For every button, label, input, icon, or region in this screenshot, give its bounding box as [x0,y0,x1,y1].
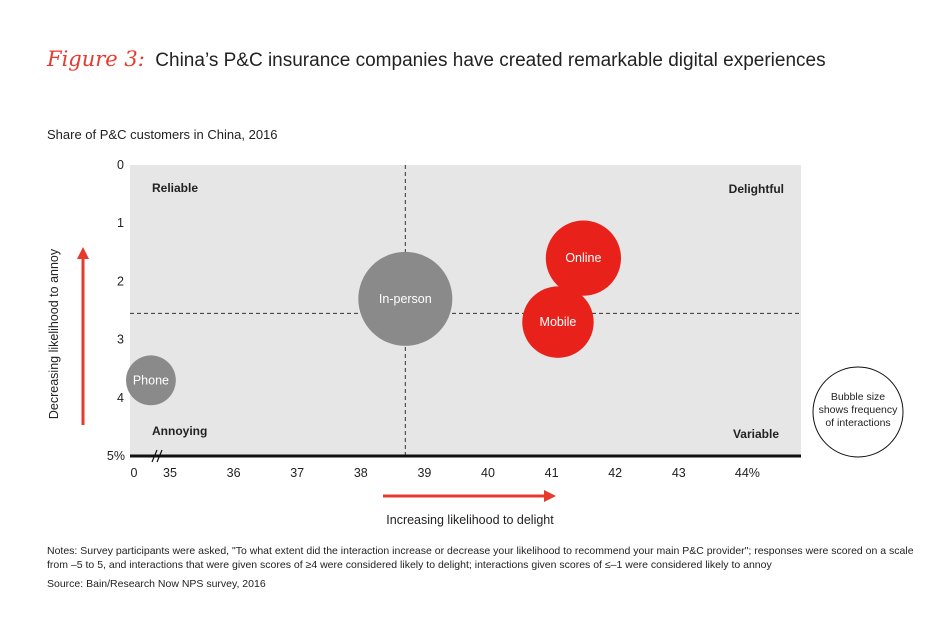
bubble-label-online: Online [565,251,601,265]
x-tick-label: 0 [131,466,138,480]
bubble-label-mobile: Mobile [540,315,577,329]
x-tick-label: 36 [227,466,241,480]
chart-subtitle: Share of P&C customers in China, 2016 [47,127,278,142]
x-tick-label: 37 [290,466,304,480]
bubble-chart: Reliable Delightful Annoying Variable Phone… [47,158,904,527]
bubble-online [545,220,622,296]
quadrant-label-delightful: Delightful [729,182,784,196]
y-tick-label: 5% [107,449,125,463]
chart-source: Source: Bain/Research Now NPS survey, 20… [47,578,266,590]
x-axis-arrowhead [544,490,556,502]
y-tick-label: 0 [117,158,124,172]
x-tick-label: 43 [672,466,686,480]
page-title: China’s P&C insurance companies have cre… [155,50,826,71]
title-block: Figure 3: China’s P&C insurance companie… [47,47,826,72]
x-axis-break-mark [151,449,158,463]
y-tick-label: 4 [117,391,124,405]
legend-note-circle [812,366,904,458]
x-axis-break-mark [156,449,163,463]
x-tick-label: 42 [608,466,622,480]
figure-label: Figure 3: [47,47,145,71]
bubble-label-phone: Phone [133,373,169,387]
y-tick-label: 1 [117,216,124,230]
quadrant-label-annoying: Annoying [152,424,207,438]
x-tick-label: 40 [481,466,495,480]
x-tick-label: 35 [163,466,177,480]
x-tick-label: 44% [735,466,760,480]
y-tick-label: 2 [117,274,124,288]
y-axis-title: Decreasing likelihood to annoy [47,248,61,419]
x-tick-label: 41 [545,466,559,480]
quadrant-label-variable: Variable [733,427,779,441]
quadrant-label-reliable: Reliable [152,181,198,195]
y-tick-label: 3 [117,333,124,347]
bubble-in-person [358,251,453,346]
x-tick-label: 39 [417,466,431,480]
y-axis-arrowhead [77,247,89,259]
bubble-phone [126,355,176,406]
bubble-mobile [522,286,594,358]
x-tick-label: 38 [354,466,368,480]
legend-note-text: Bubble size shows frequency of interaction… [819,391,899,429]
x-axis-title: Increasing likelihood to delight [386,513,554,527]
chart-notes: Notes: Survey participants were asked, "… [47,545,914,571]
plot-area [130,165,801,456]
bubble-label-in-person: In-person [379,292,432,306]
